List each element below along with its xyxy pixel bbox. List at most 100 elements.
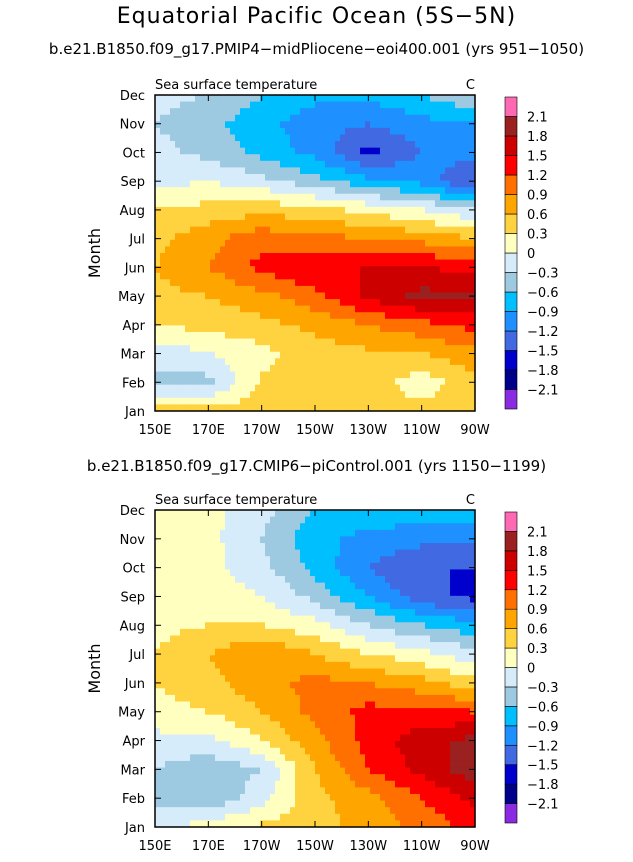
- contour-cell: [185, 318, 191, 327]
- contour-cell: [385, 642, 391, 650]
- contour-cell: [380, 312, 386, 320]
- contour-cell: [195, 510, 201, 518]
- contour-cell: [395, 510, 401, 518]
- contour-cell: [425, 279, 431, 287]
- contour-cell: [415, 285, 421, 294]
- contour-cell: [325, 549, 331, 557]
- contour-cell: [370, 233, 376, 241]
- contour-cell: [410, 318, 416, 327]
- contour-cell: [395, 121, 401, 129]
- contour-cell: [460, 167, 466, 175]
- contour-cell: [400, 259, 406, 267]
- contour-cell: [235, 609, 241, 617]
- contour-cell: [380, 259, 386, 267]
- contour-cell: [235, 318, 241, 327]
- contour-cell: [385, 364, 391, 373]
- contour-cell: [330, 285, 336, 294]
- contour-cell: [440, 384, 446, 392]
- contour-cell: [400, 595, 406, 604]
- contour-cell: [190, 121, 196, 129]
- contour-cell: [245, 609, 251, 617]
- contour-cell: [325, 615, 331, 623]
- contour-cell: [200, 272, 206, 280]
- contour-cell: [180, 305, 186, 313]
- contour-cell: [450, 299, 456, 307]
- contour-cell: [460, 371, 466, 379]
- contour-cell: [455, 312, 461, 320]
- contour-cell: [380, 628, 386, 637]
- y-tick-label: Jul: [128, 233, 145, 248]
- contour-cell: [365, 226, 371, 234]
- contour-cell: [360, 213, 366, 221]
- contour-cell: [310, 332, 316, 340]
- contour-cell: [350, 661, 356, 670]
- contour-cell: [420, 312, 426, 320]
- contour-cell: [455, 174, 461, 182]
- contour-cell: [390, 648, 396, 656]
- contour-cell: [405, 582, 411, 590]
- contour-cell: [300, 95, 306, 103]
- contour-cell: [465, 318, 471, 327]
- contour-cell: [375, 635, 381, 643]
- contour-cell: [300, 312, 306, 320]
- contour-cell: [285, 154, 291, 162]
- contour-cell: [335, 404, 341, 412]
- contour-cell: [215, 206, 221, 215]
- contour-cell: [320, 655, 326, 663]
- contour-cell: [375, 147, 381, 155]
- contour-cell: [230, 404, 236, 412]
- contour-cell: [415, 174, 421, 182]
- contour-cell: [395, 681, 401, 689]
- contour-cell: [165, 628, 171, 637]
- contour-cell: [295, 147, 301, 155]
- contour-cell: [155, 272, 161, 280]
- contour-cell: [210, 516, 216, 524]
- contour-cell: [320, 556, 326, 564]
- contour-cell: [285, 569, 291, 577]
- contour-cell: [300, 371, 306, 379]
- contour-cell: [370, 397, 376, 406]
- contour-cell: [425, 246, 431, 254]
- contour-cell: [435, 167, 441, 175]
- contour-cell: [215, 160, 221, 169]
- contour-cell: [330, 246, 336, 254]
- contour-cell: [470, 516, 476, 524]
- contour-cell: [405, 101, 411, 109]
- contour-cell: [215, 681, 221, 689]
- contour-cell: [450, 345, 456, 353]
- contour-cell: [390, 272, 396, 280]
- contour-cell: [265, 668, 271, 676]
- contour-cell: [155, 595, 161, 604]
- contour-cell: [275, 562, 281, 571]
- contour-cell: [340, 675, 346, 683]
- colorbar-swatch: [504, 96, 518, 117]
- contour-cell: [355, 259, 361, 267]
- contour-cell: [160, 404, 166, 412]
- contour-cell: [310, 338, 316, 346]
- contour-cell: [200, 127, 206, 136]
- x-tick-label: 90W: [460, 423, 490, 438]
- contour-cell: [210, 615, 216, 623]
- contour-cell: [270, 325, 276, 333]
- contour-cell: [180, 622, 186, 630]
- contour-cell: [455, 213, 461, 221]
- contour-cell: [245, 101, 251, 109]
- contour-cell: [460, 642, 466, 650]
- contour-cell: [250, 174, 256, 182]
- contour-cell: [155, 108, 161, 116]
- contour-cell: [300, 642, 306, 650]
- contour-cell: [405, 272, 411, 280]
- contour-cell: [240, 332, 246, 340]
- contour-cell: [295, 523, 301, 531]
- contour-cell: [340, 397, 346, 406]
- contour-cell: [275, 101, 281, 109]
- contour-cell: [455, 562, 461, 571]
- contour-cell: [165, 622, 171, 630]
- contour-cell: [400, 160, 406, 169]
- contour-cell: [345, 516, 351, 524]
- contour-cell: [320, 325, 326, 333]
- contour-cell: [170, 655, 176, 663]
- contour-cell: [235, 648, 241, 656]
- contour-cell: [245, 582, 251, 590]
- contour-cell: [170, 134, 176, 142]
